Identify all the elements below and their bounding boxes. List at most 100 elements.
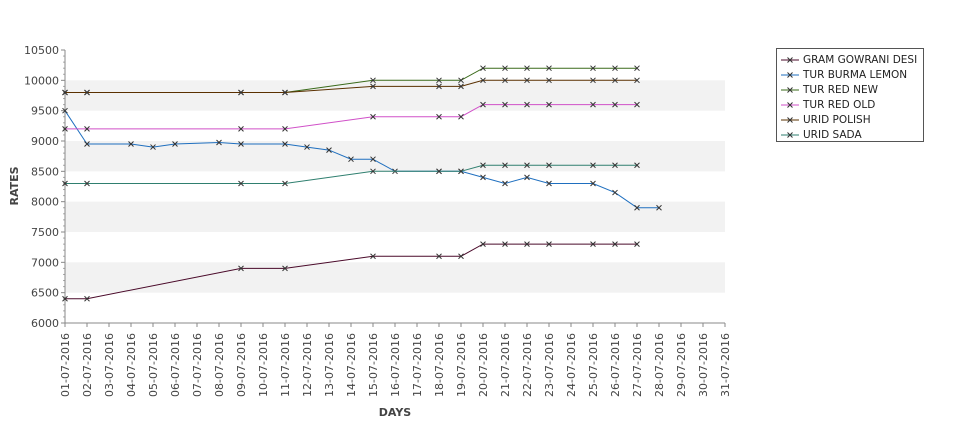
grid-band <box>65 201 725 232</box>
x-tick-label: 11-07-2016 <box>279 333 292 397</box>
data-point <box>634 162 640 169</box>
data-point <box>436 168 442 175</box>
x-tick-label: 20-07-2016 <box>477 333 490 397</box>
data-point <box>150 144 156 150</box>
data-point <box>656 204 662 211</box>
data-point <box>172 141 178 147</box>
x-tick-label: 12-07-2016 <box>301 333 314 397</box>
x-tick-label: 06-07-2016 <box>169 333 182 397</box>
x-tick-label: 10-07-2016 <box>257 333 270 397</box>
x-tick-label: 18-07-2016 <box>433 333 446 397</box>
x-tick-label: 29-07-2016 <box>675 333 688 397</box>
data-point <box>546 162 552 169</box>
data-point <box>62 180 68 187</box>
legend-marker-icon <box>781 116 799 123</box>
x-tick-label: 03-07-2016 <box>103 333 116 397</box>
data-point <box>370 168 376 175</box>
legend-marker-icon <box>781 56 799 63</box>
data-point <box>524 174 530 181</box>
legend-item: TUR BURMA LEMON <box>781 67 923 82</box>
grid-band <box>65 262 725 293</box>
series-line <box>65 164 637 184</box>
data-point <box>282 89 288 96</box>
data-point <box>84 141 90 147</box>
data-point <box>238 180 244 187</box>
grid-bands <box>65 80 725 293</box>
legend-item: GRAM GOWRANI DESI <box>781 52 923 67</box>
legend-label: TUR RED OLD <box>803 98 876 111</box>
data-point <box>590 162 596 169</box>
y-tick-label: 7000 <box>31 256 59 269</box>
legend-marker-icon <box>781 71 799 78</box>
data-point <box>634 77 640 84</box>
x-tick-label: 22-07-2016 <box>521 333 534 397</box>
legend-label: TUR RED NEW <box>803 83 878 96</box>
legend-label: GRAM GOWRANI DESI <box>803 53 918 66</box>
x-tick-label: 13-07-2016 <box>323 333 336 397</box>
data-point <box>480 241 486 247</box>
y-tick-label: 9500 <box>31 105 59 118</box>
data-point <box>502 101 508 108</box>
data-point <box>502 241 508 247</box>
data-point <box>436 77 442 84</box>
data-point <box>524 241 530 247</box>
grid-band <box>65 141 725 172</box>
chart-legend: GRAM GOWRANI DESI TUR BURMA LEMON TUR RED … <box>776 48 924 142</box>
data-point <box>370 77 376 84</box>
data-point <box>370 156 376 163</box>
x-tick-label: 31-07-2016 <box>719 333 732 397</box>
x-tick-label: 30-07-2016 <box>697 333 710 397</box>
series-urid-sada <box>62 162 640 187</box>
y-axis-ticks: 6000 6500 7000 7500 8000 8500 9000 9500 10000 105… <box>24 44 65 330</box>
x-tick-label: 28-07-2016 <box>653 333 666 397</box>
x-tick-label: 17-07-2016 <box>411 333 424 397</box>
data-point <box>480 162 486 169</box>
data-point <box>480 174 486 181</box>
data-point <box>524 162 530 169</box>
legend-item: TUR RED NEW <box>781 82 923 97</box>
x-tick-label: 26-07-2016 <box>609 333 622 397</box>
x-tick-label: 01-07-2016 <box>59 333 72 397</box>
data-point <box>590 241 596 247</box>
data-point <box>282 126 288 132</box>
x-tick-label: 14-07-2016 <box>345 333 358 397</box>
data-point <box>238 89 244 96</box>
data-point <box>348 156 354 163</box>
series-line <box>65 104 637 130</box>
x-tick-label: 05-07-2016 <box>147 333 160 397</box>
y-tick-label: 10500 <box>24 44 59 57</box>
series-line <box>65 79 637 93</box>
data-point <box>634 204 640 211</box>
x-tick-label: 24-07-2016 <box>565 333 578 397</box>
data-point <box>546 77 552 84</box>
x-axis-title: DAYS <box>379 406 412 419</box>
data-point <box>62 126 68 132</box>
x-tick-label: 09-07-2016 <box>235 333 248 397</box>
data-point <box>458 253 464 260</box>
series-gram-gowrani-desi <box>62 241 640 302</box>
y-tick-label: 8500 <box>31 165 59 178</box>
data-point <box>546 65 552 72</box>
data-point <box>612 162 618 169</box>
data-point <box>458 168 464 175</box>
data-point <box>216 139 222 146</box>
data-point <box>502 65 508 72</box>
data-point <box>590 77 596 84</box>
data-point <box>480 101 486 108</box>
data-point <box>590 101 596 108</box>
data-point <box>370 113 376 120</box>
data-point <box>370 253 376 260</box>
data-point <box>282 141 288 147</box>
data-point <box>634 241 640 247</box>
data-point <box>612 65 618 72</box>
data-point <box>238 141 244 147</box>
data-point <box>282 265 288 272</box>
y-tick-label: 9000 <box>31 135 59 148</box>
y-tick-label: 7500 <box>31 226 59 239</box>
data-point <box>524 77 530 84</box>
data-point <box>458 83 464 90</box>
data-point <box>590 180 596 187</box>
data-point <box>502 77 508 84</box>
data-point <box>84 295 90 302</box>
grid-band <box>65 80 725 111</box>
